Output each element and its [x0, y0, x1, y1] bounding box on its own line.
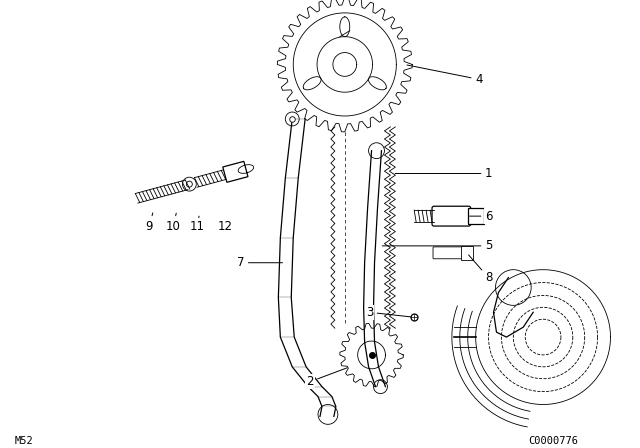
Text: C0000776: C0000776: [528, 436, 578, 446]
Text: 9: 9: [146, 213, 153, 233]
FancyBboxPatch shape: [468, 208, 484, 224]
Text: 5: 5: [382, 239, 492, 252]
FancyBboxPatch shape: [432, 206, 470, 226]
Text: 11: 11: [189, 216, 205, 233]
Polygon shape: [223, 161, 248, 182]
Text: 4: 4: [407, 65, 483, 86]
Text: 10: 10: [166, 213, 180, 233]
Text: 8: 8: [468, 255, 492, 284]
Text: 2: 2: [307, 368, 347, 388]
FancyBboxPatch shape: [461, 246, 473, 260]
Text: 7: 7: [237, 256, 282, 269]
Text: M52: M52: [15, 436, 33, 446]
Text: 1: 1: [395, 167, 492, 180]
FancyBboxPatch shape: [433, 247, 463, 259]
Text: 12: 12: [218, 220, 232, 233]
Text: 3: 3: [366, 306, 412, 319]
Text: 6: 6: [470, 210, 492, 223]
